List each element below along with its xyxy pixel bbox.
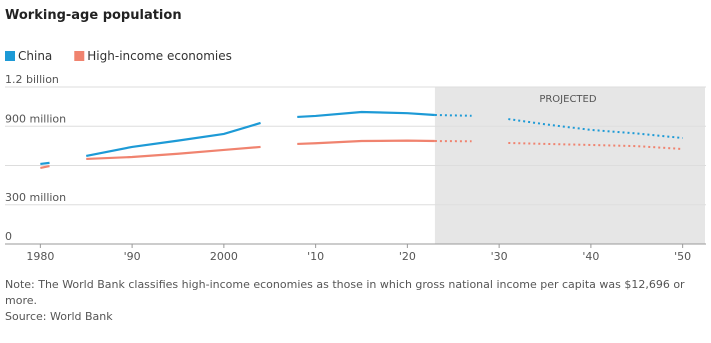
x-tick-label: '20 [399, 250, 416, 263]
legend-label: China [18, 49, 52, 63]
chart: Working-age population PROJECTED 0 300 mil… [5, 8, 706, 263]
line [86, 121, 261, 158]
x-tick-label: '10 [307, 250, 324, 263]
chart-title: Working-age population [5, 8, 182, 23]
x-tick-label: '90 [124, 250, 141, 263]
x-tick-label: '50 [674, 250, 691, 263]
projected-line [434, 113, 472, 117]
line [40, 164, 50, 170]
y-tick-label: 900 million [5, 112, 66, 125]
source: Source: World Bank [5, 310, 113, 323]
line [86, 145, 261, 161]
x-tick-label: '30 [491, 250, 508, 263]
y-tick-label: 0 [5, 230, 12, 243]
line [40, 161, 50, 166]
x-tick-label: '40 [582, 250, 599, 263]
note: Note: The World Bank classifies high-inc… [5, 278, 685, 307]
y-tick-label: 300 million [5, 191, 66, 204]
line [297, 110, 435, 119]
y-tick-label: 1.2 billion [5, 73, 59, 86]
legend-swatch [74, 51, 85, 61]
legend-swatch [5, 51, 15, 61]
x-tick-label: 2000 [210, 250, 238, 263]
x-tick-label: 1980 [26, 250, 54, 263]
legend-label: High-income economies [87, 49, 232, 63]
line [297, 139, 435, 146]
projected-label: PROJECTED [539, 94, 597, 105]
notes: Note: The World Bank classifies high-inc… [5, 277, 700, 325]
